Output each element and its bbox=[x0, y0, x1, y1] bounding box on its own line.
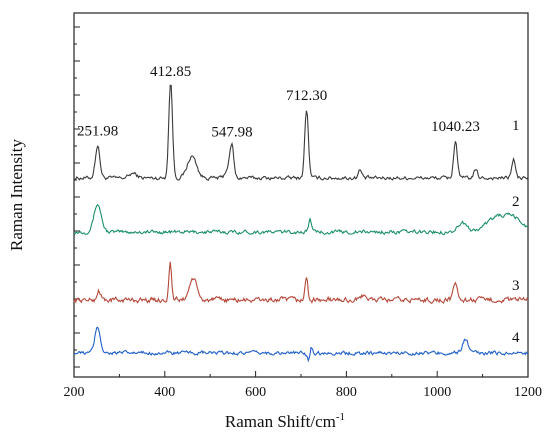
x-axis-title-superscript: -1 bbox=[336, 411, 345, 423]
plot-border bbox=[73, 12, 529, 378]
series-label-1: 1 bbox=[512, 118, 520, 134]
spectrum-line-2 bbox=[73, 204, 529, 236]
x-axis-title: Raman Shift/cm-1 bbox=[225, 411, 345, 431]
spectra-traces bbox=[73, 84, 529, 363]
x-tick-label: 600 bbox=[245, 385, 266, 400]
axis-ticks: 200 400 600 800 1000 1200 bbox=[64, 26, 542, 400]
x-tick-label: 200 bbox=[64, 385, 85, 400]
spectrum-line-4 bbox=[73, 326, 529, 363]
peak-labels: 251.98 412.85 547.98 712.30 1040.23 bbox=[77, 64, 480, 141]
peak-label: 1040.23 bbox=[431, 119, 480, 135]
plot-frame bbox=[73, 12, 529, 378]
x-tick-label: 800 bbox=[336, 385, 357, 400]
series-label-2: 2 bbox=[512, 194, 520, 210]
series-labels: 1 2 3 4 bbox=[512, 118, 520, 346]
peak-label: 412.85 bbox=[150, 64, 191, 80]
series-label-3: 3 bbox=[512, 278, 520, 294]
x-tick-label: 1000 bbox=[423, 385, 451, 400]
y-axis-title: Raman Intensity bbox=[7, 139, 26, 251]
peak-label: 251.98 bbox=[77, 123, 118, 139]
peak-label: 712.30 bbox=[286, 88, 327, 104]
spectrum-line-3 bbox=[73, 261, 529, 304]
x-tick-label: 1200 bbox=[514, 385, 542, 400]
spectrum-line-1 bbox=[73, 84, 529, 181]
x-axis-title-text: Raman Shift/cm bbox=[225, 412, 336, 431]
peak-label: 547.98 bbox=[211, 125, 252, 141]
x-tick-label: 400 bbox=[154, 385, 175, 400]
series-label-4: 4 bbox=[512, 330, 520, 346]
